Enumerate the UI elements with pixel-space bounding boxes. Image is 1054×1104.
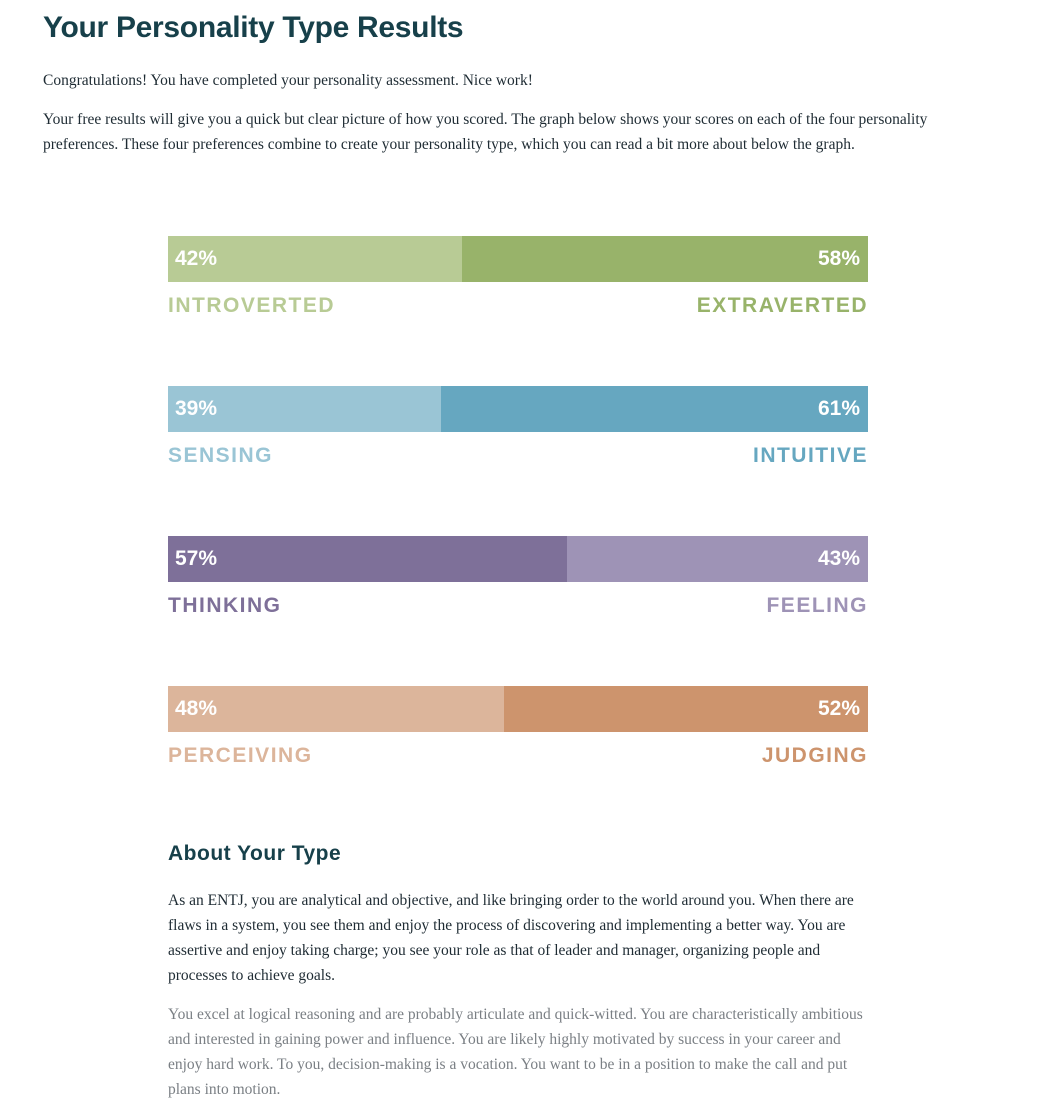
percent-label-feeling: 43% [817, 547, 860, 570]
preference-label-introverted: INTROVERTED [168, 294, 336, 317]
preference-label-judging: JUDGING [761, 744, 868, 767]
about-type-paragraph-1: As an ENTJ, you are analytical and objec… [168, 892, 854, 984]
bar-segment-sensing: 39% [168, 386, 441, 432]
bar-segment-extraverted: 58% [462, 236, 868, 282]
preference-bar: 39% 61% [168, 386, 868, 432]
bar-segment-thinking: 57% [168, 536, 567, 582]
percent-label-sensing: 39% [175, 397, 218, 420]
bar-segment-perceiving: 48% [168, 686, 504, 732]
preference-meter-sensing-intuitive: 39% 61% SENSING INTUITIVE [168, 386, 868, 476]
intro-description-text: Your free results will give you a quick … [43, 111, 928, 153]
preference-bar: 57% 43% [168, 536, 868, 582]
bar-segment-introverted: 42% [168, 236, 462, 282]
preference-label-thinking: THINKING [168, 594, 282, 617]
about-type-paragraph-2: You excel at logical reasoning and are p… [168, 1006, 863, 1098]
percent-label-perceiving: 48% [175, 697, 218, 720]
preference-meter-perceiving-judging: 48% 52% PERCEIVING JUDGING [168, 686, 868, 776]
percent-label-judging: 52% [817, 697, 860, 720]
percent-label-intuitive: 61% [817, 397, 860, 420]
preference-label-feeling: FEELING [766, 594, 868, 617]
preference-meter-thinking-feeling: 57% 43% THINKING FEELING [168, 536, 868, 626]
preference-meter-introverted-extraverted: 42% 58% INTROVERTED EXTRAVERTED [168, 236, 868, 326]
page-title: Your Personality Type Results [43, 11, 464, 44]
preference-bar: 42% 58% [168, 236, 868, 282]
percent-label-introverted: 42% [175, 247, 218, 270]
preference-label-perceiving: PERCEIVING [168, 744, 313, 767]
bar-segment-feeling: 43% [567, 536, 868, 582]
bar-segment-judging: 52% [504, 686, 868, 732]
percent-label-thinking: 57% [175, 547, 218, 570]
bar-segment-intuitive: 61% [441, 386, 868, 432]
preference-bar: 48% 52% [168, 686, 868, 732]
percent-label-extraverted: 58% [817, 247, 860, 270]
preference-label-extraverted: EXTRAVERTED [696, 294, 868, 317]
about-type-heading: About Your Type [168, 842, 342, 865]
preference-label-sensing: SENSING [168, 444, 274, 467]
intro-congrats-text: Congratulations! You have completed your… [43, 72, 533, 89]
preference-label-intuitive: INTUITIVE [752, 444, 868, 467]
